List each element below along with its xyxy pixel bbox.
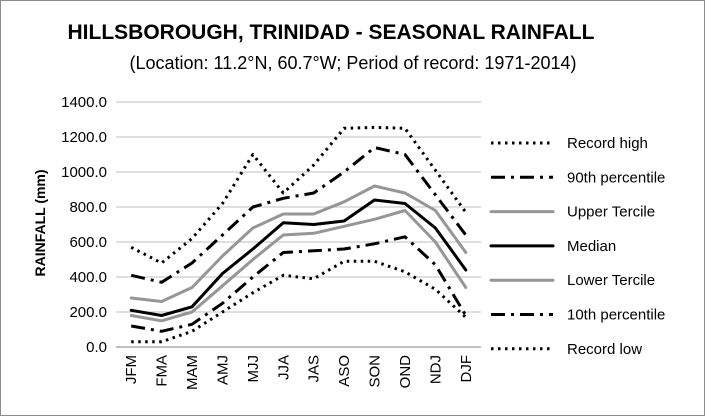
- x-tick-label: MAM: [184, 355, 201, 390]
- series-line: [130, 146, 467, 284]
- series-line: [129, 209, 468, 323]
- x-tick-label: MJJ: [245, 355, 262, 383]
- x-tick-label: JJA: [275, 355, 292, 380]
- y-tick-label: 400.0: [69, 269, 107, 286]
- legend-entry: Median: [567, 238, 616, 255]
- y-tick-label: 1000.0: [61, 164, 107, 181]
- series-line: [129, 184, 468, 303]
- y-tick-label: 800.0: [69, 199, 107, 216]
- y-tick-label: 600.0: [69, 234, 107, 251]
- x-tick-label: NDJ: [427, 355, 444, 384]
- chart-subtitle: (Location: 11.2°N, 60.7°W; Period of rec…: [130, 53, 577, 73]
- legend-entry: Upper Tercile: [567, 204, 655, 221]
- series-line: [131, 259, 467, 344]
- x-tick-label: FMA: [154, 355, 171, 387]
- x-tick-label: DJF: [458, 355, 475, 383]
- series-line: [130, 235, 468, 333]
- x-tick-label: AMJ: [214, 355, 231, 385]
- data-series: [129, 125, 468, 344]
- x-tick-label: JAS: [306, 355, 323, 383]
- x-tick-label: OND: [397, 355, 414, 389]
- x-tick-label: JFM: [123, 355, 140, 384]
- x-tick-label: SON: [367, 355, 384, 388]
- legend-entry: Record high: [567, 135, 648, 152]
- y-axis-label: RAINFALL (mm): [32, 169, 48, 276]
- legend: Record high 90th percentile Upper Tercile M…: [489, 135, 665, 358]
- y-tick-label: 200.0: [69, 304, 107, 321]
- x-tick-labels: JFM FMA MAM AMJ MJJ JJA JAS ASO SON OND NDJ DJF: [123, 355, 475, 390]
- series-line: [129, 198, 468, 317]
- y-tick-labels: 0.0 200.0 400.0 600.0 800.0 1000.0 1200.0 1400.…: [61, 94, 107, 356]
- x-tick-label: ASO: [336, 355, 353, 387]
- legend-entry: 90th percentile: [567, 169, 665, 186]
- series-line: [130, 125, 468, 265]
- legend-entry: Lower Tercile: [567, 272, 655, 289]
- y-tick-label: 1200.0: [61, 129, 107, 146]
- legend-entry: Record low: [567, 341, 642, 358]
- chart-title: HILLSBOROUGH, TRINIDAD - SEASONAL RAINFA…: [68, 21, 595, 44]
- legend-entry: 10th percentile: [567, 307, 665, 324]
- y-tick-label: 1400.0: [61, 94, 107, 111]
- y-tick-label: 0.0: [86, 339, 107, 356]
